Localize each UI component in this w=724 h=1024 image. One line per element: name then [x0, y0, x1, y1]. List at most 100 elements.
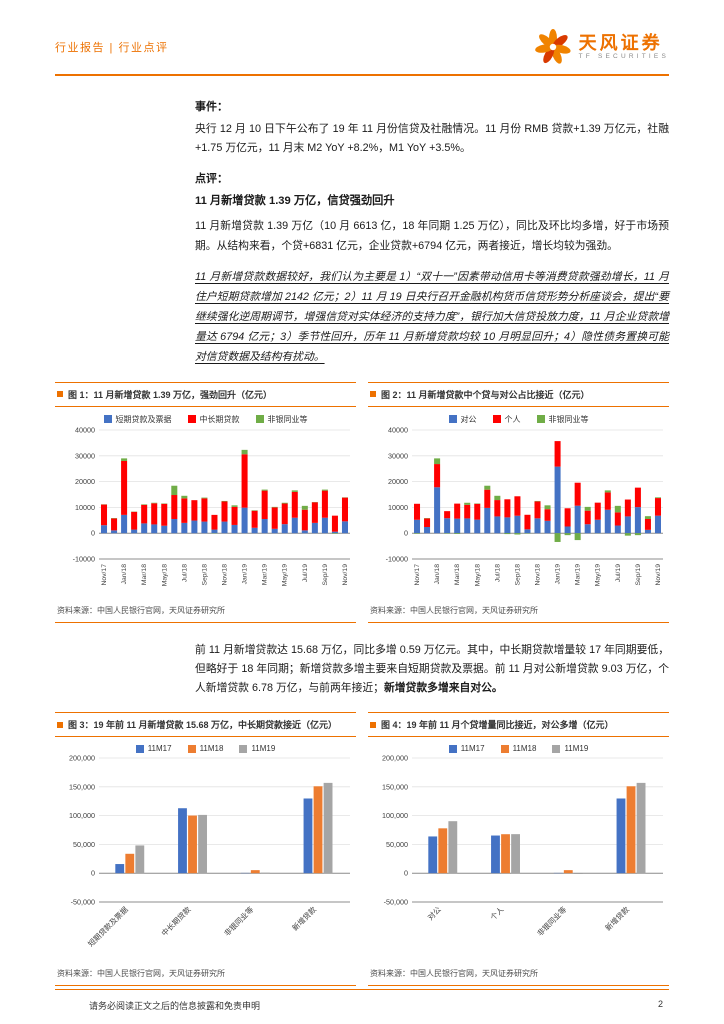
y-tick-label: 0: [404, 528, 408, 537]
figure-4-title: 图 4：19 年前 11 月个贷增量同比接近，对公多增（亿元）: [381, 720, 614, 731]
bar-segment: [181, 495, 188, 499]
event-paragraph: 央行 12 月 10 日下午公布了 19 年 11 月份信贷及社融情况。11 月…: [195, 123, 669, 155]
bar: [438, 828, 448, 874]
y-tick-label: -50,000: [384, 898, 408, 907]
legend-item: 11M19: [239, 744, 275, 753]
bar-segment: [414, 519, 421, 533]
bar-segment: [111, 530, 118, 533]
figure-1-legend: 短期贷款及票据 中长期贷款 非银同业等: [55, 414, 356, 425]
bar-segment: [141, 504, 148, 524]
x-tick-label: Nov/18: [535, 563, 542, 585]
brand-name-en: TF SECURITIES: [578, 53, 669, 61]
bar-segment: [331, 515, 338, 532]
figure-1-source: 资料来源：中国人民银行官网，天风证券研究所: [55, 600, 356, 623]
bar-segment: [291, 491, 298, 518]
figure-2-source: 资料来源：中国人民银行官网，天风证券研究所: [368, 600, 669, 623]
chart-1-monthly-new-loans: 40000 30000 20000 10000 0 -10000 Nov/17 Jan/18 M…: [73, 425, 350, 586]
x-tick-label: Jan/19: [242, 563, 249, 584]
event-label: 事件：: [195, 101, 228, 113]
page-footer: 请务必阅读正文之后的信息披露和免责申明 2: [55, 989, 669, 1012]
legend-swatch: [448, 415, 457, 424]
bar-segment: [624, 532, 631, 536]
bar-segment: [121, 460, 128, 515]
bar-segment: [121, 514, 128, 533]
bar-segment: [131, 511, 138, 530]
y-tick-label: 30000: [75, 451, 95, 460]
bar-segment: [311, 522, 318, 533]
bar-segment: [181, 522, 188, 533]
bar-segment: [241, 449, 248, 454]
page-number: 2: [657, 999, 663, 1009]
legend-label: 个人: [504, 414, 521, 424]
bar-segment: [301, 505, 308, 510]
x-tick-label: Mar/19: [575, 563, 582, 584]
bar-segment: [584, 506, 591, 511]
figure-1: 图 1：11 月新增贷款 1.39 万亿，强劲回升（亿元） 短期贷款及票据 中长…: [55, 381, 356, 623]
bar-segment: [534, 517, 541, 533]
figure-1-title: 图 1：11 月新增贷款 1.39 万亿，强劲回升（亿元）: [68, 389, 273, 400]
legend-label: 11M17: [460, 744, 485, 754]
bar: [323, 783, 333, 874]
bar-segment: [524, 528, 531, 533]
y-tick-label: 150,000: [69, 783, 95, 792]
bar-segment: [271, 506, 278, 508]
figure-bullet-icon: [57, 391, 63, 398]
bar-segment: [231, 506, 238, 525]
bar-segment: [131, 529, 138, 533]
bar-segment: [454, 532, 461, 534]
bar: [428, 836, 438, 874]
bar-segment: [574, 482, 581, 506]
brand-logo-icon: [534, 28, 571, 64]
figure-3-legend: 11M17 11M18 11M19: [55, 744, 356, 753]
bar-segment: [211, 529, 218, 533]
bar-segment: [424, 518, 431, 527]
x-tick-label: Mar/18: [454, 563, 461, 584]
figure-bullet-icon: [57, 721, 63, 728]
bar-segment: [251, 509, 258, 511]
bar-segment: [341, 520, 348, 533]
paragraph-2-emphasis: 11 月新增贷款数据较好，我们认为主要是 1）“双十一”因素带动信用卡等消费贷款…: [195, 268, 669, 368]
figure-3-title-bar: 图 3：19 年前 11 月新增贷款 15.68 万亿，中长期贷款接近（亿元）: [55, 712, 356, 738]
bar-segment: [494, 516, 501, 533]
paragraph-2-text: 11 月新增贷款数据较好，我们认为主要是 1）“双十一”因素带动信用卡等消费贷款…: [195, 270, 669, 363]
bar-segment: [151, 524, 158, 533]
bar-segment: [504, 498, 511, 518]
legend-swatch: [187, 744, 196, 753]
y-tick-label: 10000: [388, 503, 408, 512]
legend-swatch: [492, 415, 501, 424]
bar-segment: [544, 504, 551, 509]
bar-segment: [141, 503, 148, 505]
bar-segment: [524, 514, 531, 529]
x-tick-label: Nov/19: [342, 563, 349, 585]
bar-segment: [291, 517, 298, 533]
x-tick-label: Jan/18: [434, 563, 441, 584]
figure-bullet-icon: [370, 721, 376, 728]
legend-item: 11M18: [187, 744, 223, 753]
header-divider: [55, 74, 669, 76]
bar-segment: [634, 532, 641, 535]
bar-segment: [454, 503, 461, 519]
x-tick-label: Jul/18: [181, 563, 188, 581]
legend-item: 个人: [492, 414, 521, 425]
x-tick-label: May/19: [282, 563, 289, 586]
bar-segment: [654, 515, 661, 533]
legend-item: 对公: [448, 414, 477, 425]
bar-segment: [444, 517, 451, 533]
legend-item: 非银同业等: [536, 414, 589, 425]
figure-4-title-bar: 图 4：19 年前 11 月个贷增量同比接近，对公多增（亿元）: [368, 712, 669, 738]
bar-segment: [564, 532, 571, 535]
page-header: 行业报告 | 行业点评 天风证券 TF SECURITIES: [55, 26, 669, 68]
bar-segment: [201, 498, 208, 522]
legend-label: 非银同业等: [267, 414, 308, 424]
y-tick-label: 0: [91, 528, 95, 537]
bar-segment: [241, 453, 248, 508]
bar-segment: [221, 521, 228, 533]
legend-label: 非银同业等: [548, 414, 589, 424]
x-tick-label: May/18: [474, 563, 481, 586]
x-tick-label: 新增贷款: [290, 904, 319, 933]
bar-segment: [534, 501, 541, 518]
x-tick-label: Sep/19: [322, 563, 329, 585]
figure-4: 图 4：19 年前 11 月个贷增量同比接近，对公多增（亿元） 11M17 11…: [368, 712, 669, 987]
legend-swatch: [536, 415, 545, 424]
